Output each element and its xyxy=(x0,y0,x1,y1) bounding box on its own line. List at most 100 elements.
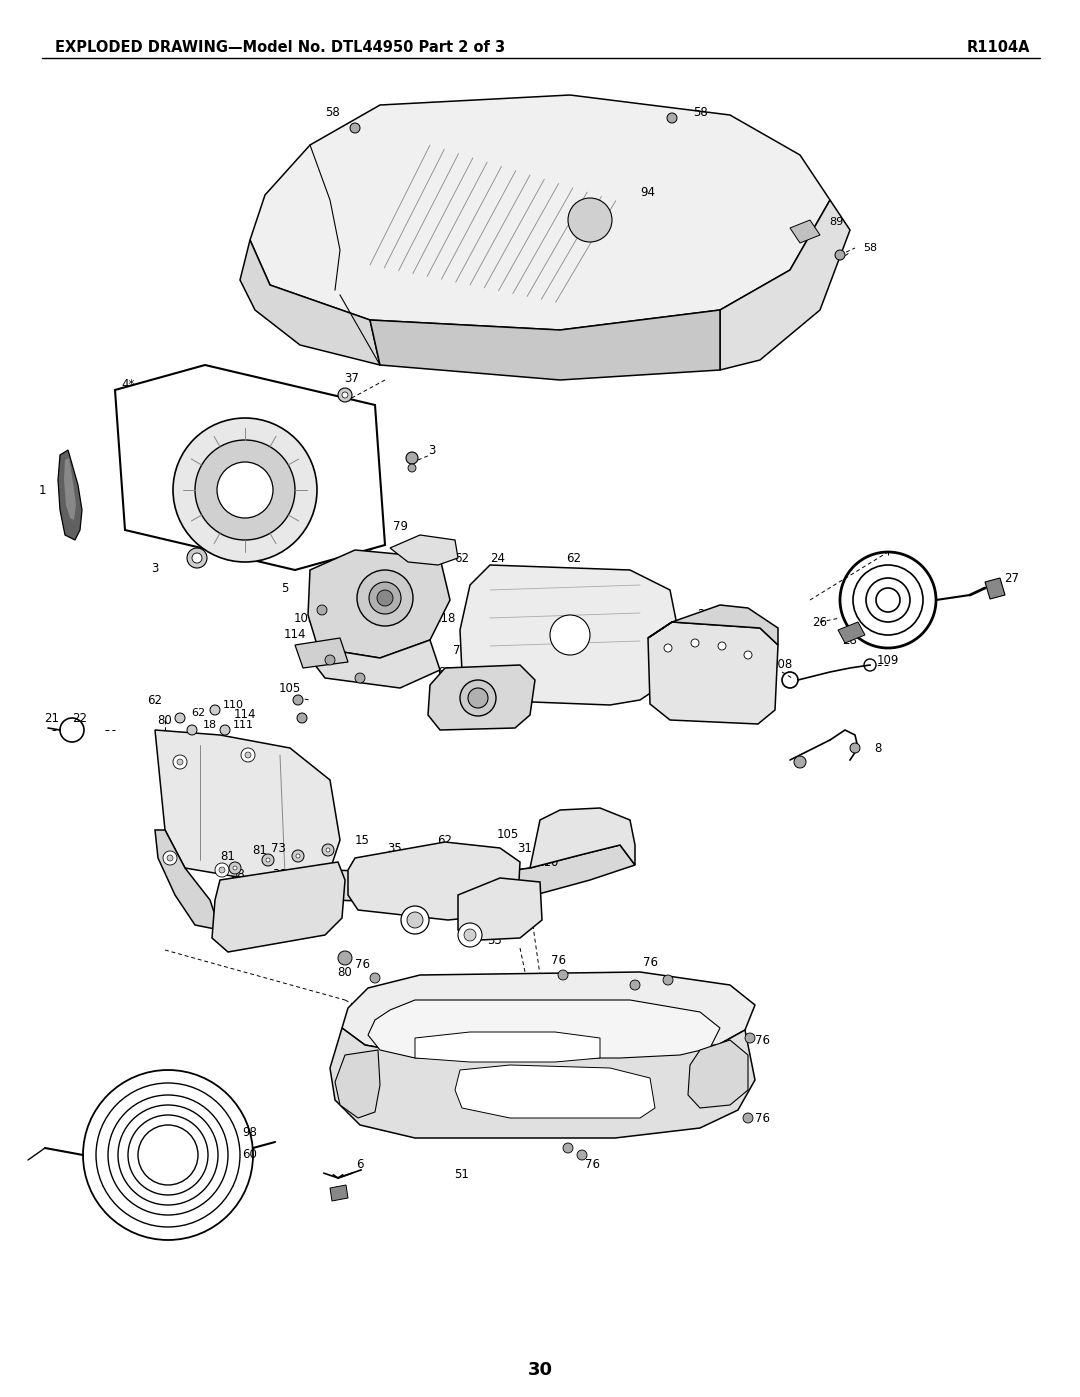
Text: 22: 22 xyxy=(72,711,87,725)
Text: 38: 38 xyxy=(272,869,287,882)
Polygon shape xyxy=(315,640,440,687)
Text: 109: 109 xyxy=(877,654,900,666)
Circle shape xyxy=(297,712,307,724)
Text: 62: 62 xyxy=(437,665,453,679)
Polygon shape xyxy=(370,310,720,380)
Circle shape xyxy=(401,907,429,935)
Polygon shape xyxy=(285,868,530,912)
Polygon shape xyxy=(415,1032,600,1062)
Text: 76: 76 xyxy=(643,956,658,968)
Circle shape xyxy=(241,747,255,761)
Text: 19: 19 xyxy=(348,637,363,651)
Circle shape xyxy=(175,712,185,724)
Text: 16: 16 xyxy=(333,613,348,626)
Circle shape xyxy=(173,418,318,562)
Text: 33: 33 xyxy=(488,933,502,947)
Circle shape xyxy=(663,975,673,985)
Text: 76: 76 xyxy=(354,958,369,971)
Text: 84: 84 xyxy=(413,654,428,666)
Polygon shape xyxy=(335,1051,380,1118)
Polygon shape xyxy=(308,550,450,658)
Polygon shape xyxy=(480,845,635,905)
Circle shape xyxy=(369,583,401,615)
Circle shape xyxy=(322,844,334,856)
Circle shape xyxy=(293,694,303,705)
Text: 79: 79 xyxy=(392,520,407,532)
Circle shape xyxy=(187,725,197,735)
Text: 116: 116 xyxy=(577,1088,599,1101)
Text: 94: 94 xyxy=(640,186,656,198)
Circle shape xyxy=(233,866,237,870)
Circle shape xyxy=(338,951,352,965)
Text: 51: 51 xyxy=(455,1168,470,1182)
Text: 116: 116 xyxy=(457,1018,480,1031)
Text: 80: 80 xyxy=(158,714,173,726)
Text: 31: 31 xyxy=(517,841,532,855)
Text: 27: 27 xyxy=(1004,571,1020,584)
Circle shape xyxy=(215,863,229,877)
Text: 76: 76 xyxy=(755,1112,769,1125)
Circle shape xyxy=(338,388,352,402)
Circle shape xyxy=(219,868,225,873)
Polygon shape xyxy=(368,1000,720,1058)
Circle shape xyxy=(262,854,274,866)
Text: R1104A: R1104A xyxy=(967,41,1030,56)
Circle shape xyxy=(217,462,273,518)
Circle shape xyxy=(355,673,365,683)
Polygon shape xyxy=(64,458,76,520)
Circle shape xyxy=(550,615,590,655)
Circle shape xyxy=(292,849,303,862)
Text: 62: 62 xyxy=(567,552,581,564)
Polygon shape xyxy=(212,862,345,951)
Text: 105: 105 xyxy=(294,612,316,624)
Text: 58: 58 xyxy=(325,106,339,119)
Circle shape xyxy=(266,858,270,862)
Circle shape xyxy=(177,759,183,766)
Circle shape xyxy=(357,570,413,626)
Polygon shape xyxy=(648,622,778,724)
Text: 15: 15 xyxy=(333,664,348,676)
Circle shape xyxy=(744,651,752,659)
Circle shape xyxy=(296,854,300,858)
Polygon shape xyxy=(330,1185,348,1201)
Polygon shape xyxy=(348,842,519,921)
Text: 6: 6 xyxy=(356,1158,364,1172)
Circle shape xyxy=(835,250,845,260)
Circle shape xyxy=(187,548,207,569)
Text: 113: 113 xyxy=(478,711,501,725)
Text: 7: 7 xyxy=(307,536,314,549)
Text: 70: 70 xyxy=(361,626,376,638)
Polygon shape xyxy=(455,1065,654,1118)
Text: 58: 58 xyxy=(863,243,877,253)
Text: 81: 81 xyxy=(220,849,235,862)
Circle shape xyxy=(558,970,568,981)
Text: 117: 117 xyxy=(421,594,443,606)
Circle shape xyxy=(318,605,327,615)
Text: 34: 34 xyxy=(391,651,405,665)
Text: 52: 52 xyxy=(424,542,440,555)
Circle shape xyxy=(408,464,416,472)
Text: 35: 35 xyxy=(388,841,403,855)
Text: 66: 66 xyxy=(241,419,256,432)
Circle shape xyxy=(195,440,295,541)
Polygon shape xyxy=(985,578,1005,599)
Circle shape xyxy=(718,643,726,650)
Polygon shape xyxy=(688,1039,748,1108)
Polygon shape xyxy=(720,200,850,370)
Polygon shape xyxy=(156,731,340,886)
Text: 110: 110 xyxy=(222,700,243,710)
Circle shape xyxy=(229,862,241,875)
Text: 24: 24 xyxy=(490,552,505,564)
Polygon shape xyxy=(315,398,380,550)
Circle shape xyxy=(691,638,699,647)
Text: 111: 111 xyxy=(232,719,254,731)
Circle shape xyxy=(326,848,330,852)
Polygon shape xyxy=(114,365,384,570)
Text: 103: 103 xyxy=(383,672,406,685)
Circle shape xyxy=(568,198,612,242)
Text: 1: 1 xyxy=(38,483,45,496)
Circle shape xyxy=(406,453,418,464)
Text: 74: 74 xyxy=(453,644,468,657)
Polygon shape xyxy=(249,95,831,330)
Circle shape xyxy=(377,590,393,606)
